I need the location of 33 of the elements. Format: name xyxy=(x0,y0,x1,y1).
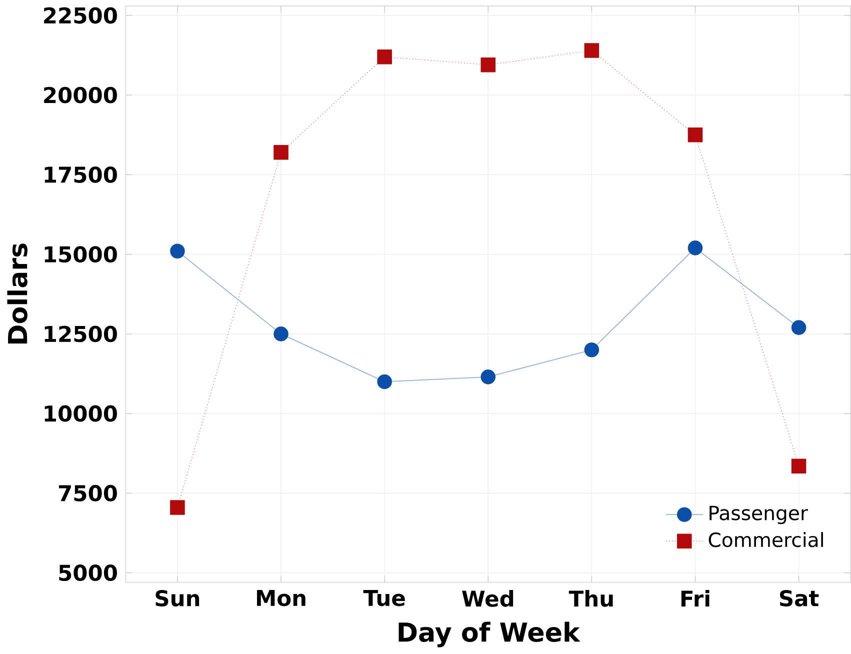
y-tick-label: 15000 xyxy=(44,246,117,262)
y-tick-label: 20000 xyxy=(44,86,117,104)
point xyxy=(791,320,806,335)
point xyxy=(480,57,496,72)
x-tick-label: Fri xyxy=(681,590,710,606)
point xyxy=(377,374,392,389)
x-tick-label: Mon xyxy=(257,590,306,606)
y-tick-label: 7500 xyxy=(58,484,117,502)
point xyxy=(584,342,600,358)
point xyxy=(688,127,703,142)
point xyxy=(791,458,806,474)
x-tick-label: Sat xyxy=(780,590,819,606)
y-tick-label: 22500 xyxy=(44,6,117,24)
y-tick-label: 17500 xyxy=(44,166,117,183)
x-tick-label: Thu xyxy=(568,590,613,607)
x-tick-label: Tue xyxy=(363,590,405,606)
x-tick-label: Sun xyxy=(156,590,200,606)
point xyxy=(480,369,496,384)
point xyxy=(170,244,185,258)
point xyxy=(584,42,600,58)
point xyxy=(274,144,288,160)
point xyxy=(688,240,703,256)
legend-label: Passenger xyxy=(710,506,808,524)
y-tick-label: 12500 xyxy=(44,325,117,342)
y-axis-title: Dollars xyxy=(7,243,28,344)
point xyxy=(377,49,392,64)
point xyxy=(274,326,288,342)
point xyxy=(170,500,185,515)
y-tick-label: 10000 xyxy=(44,405,117,422)
x-axis-title: Day of Week xyxy=(398,622,580,647)
y-tick-label: 5000 xyxy=(59,564,117,581)
legend-label: Commercial xyxy=(708,532,823,547)
x-tick-label: Wed xyxy=(462,590,514,607)
